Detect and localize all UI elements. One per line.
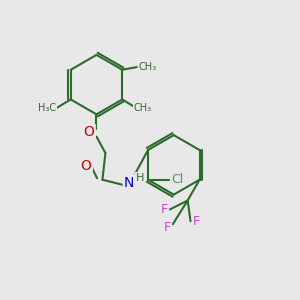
Text: F: F — [193, 215, 200, 228]
Text: CH₃: CH₃ — [134, 103, 152, 113]
Text: CH₃: CH₃ — [138, 62, 157, 72]
Text: H₃C: H₃C — [38, 103, 56, 113]
Text: Cl: Cl — [172, 173, 184, 186]
Text: H: H — [135, 173, 144, 183]
Text: N: N — [124, 176, 134, 190]
Text: O: O — [84, 125, 94, 139]
Text: F: F — [160, 203, 167, 216]
Text: F: F — [163, 221, 170, 234]
Text: O: O — [81, 159, 92, 173]
